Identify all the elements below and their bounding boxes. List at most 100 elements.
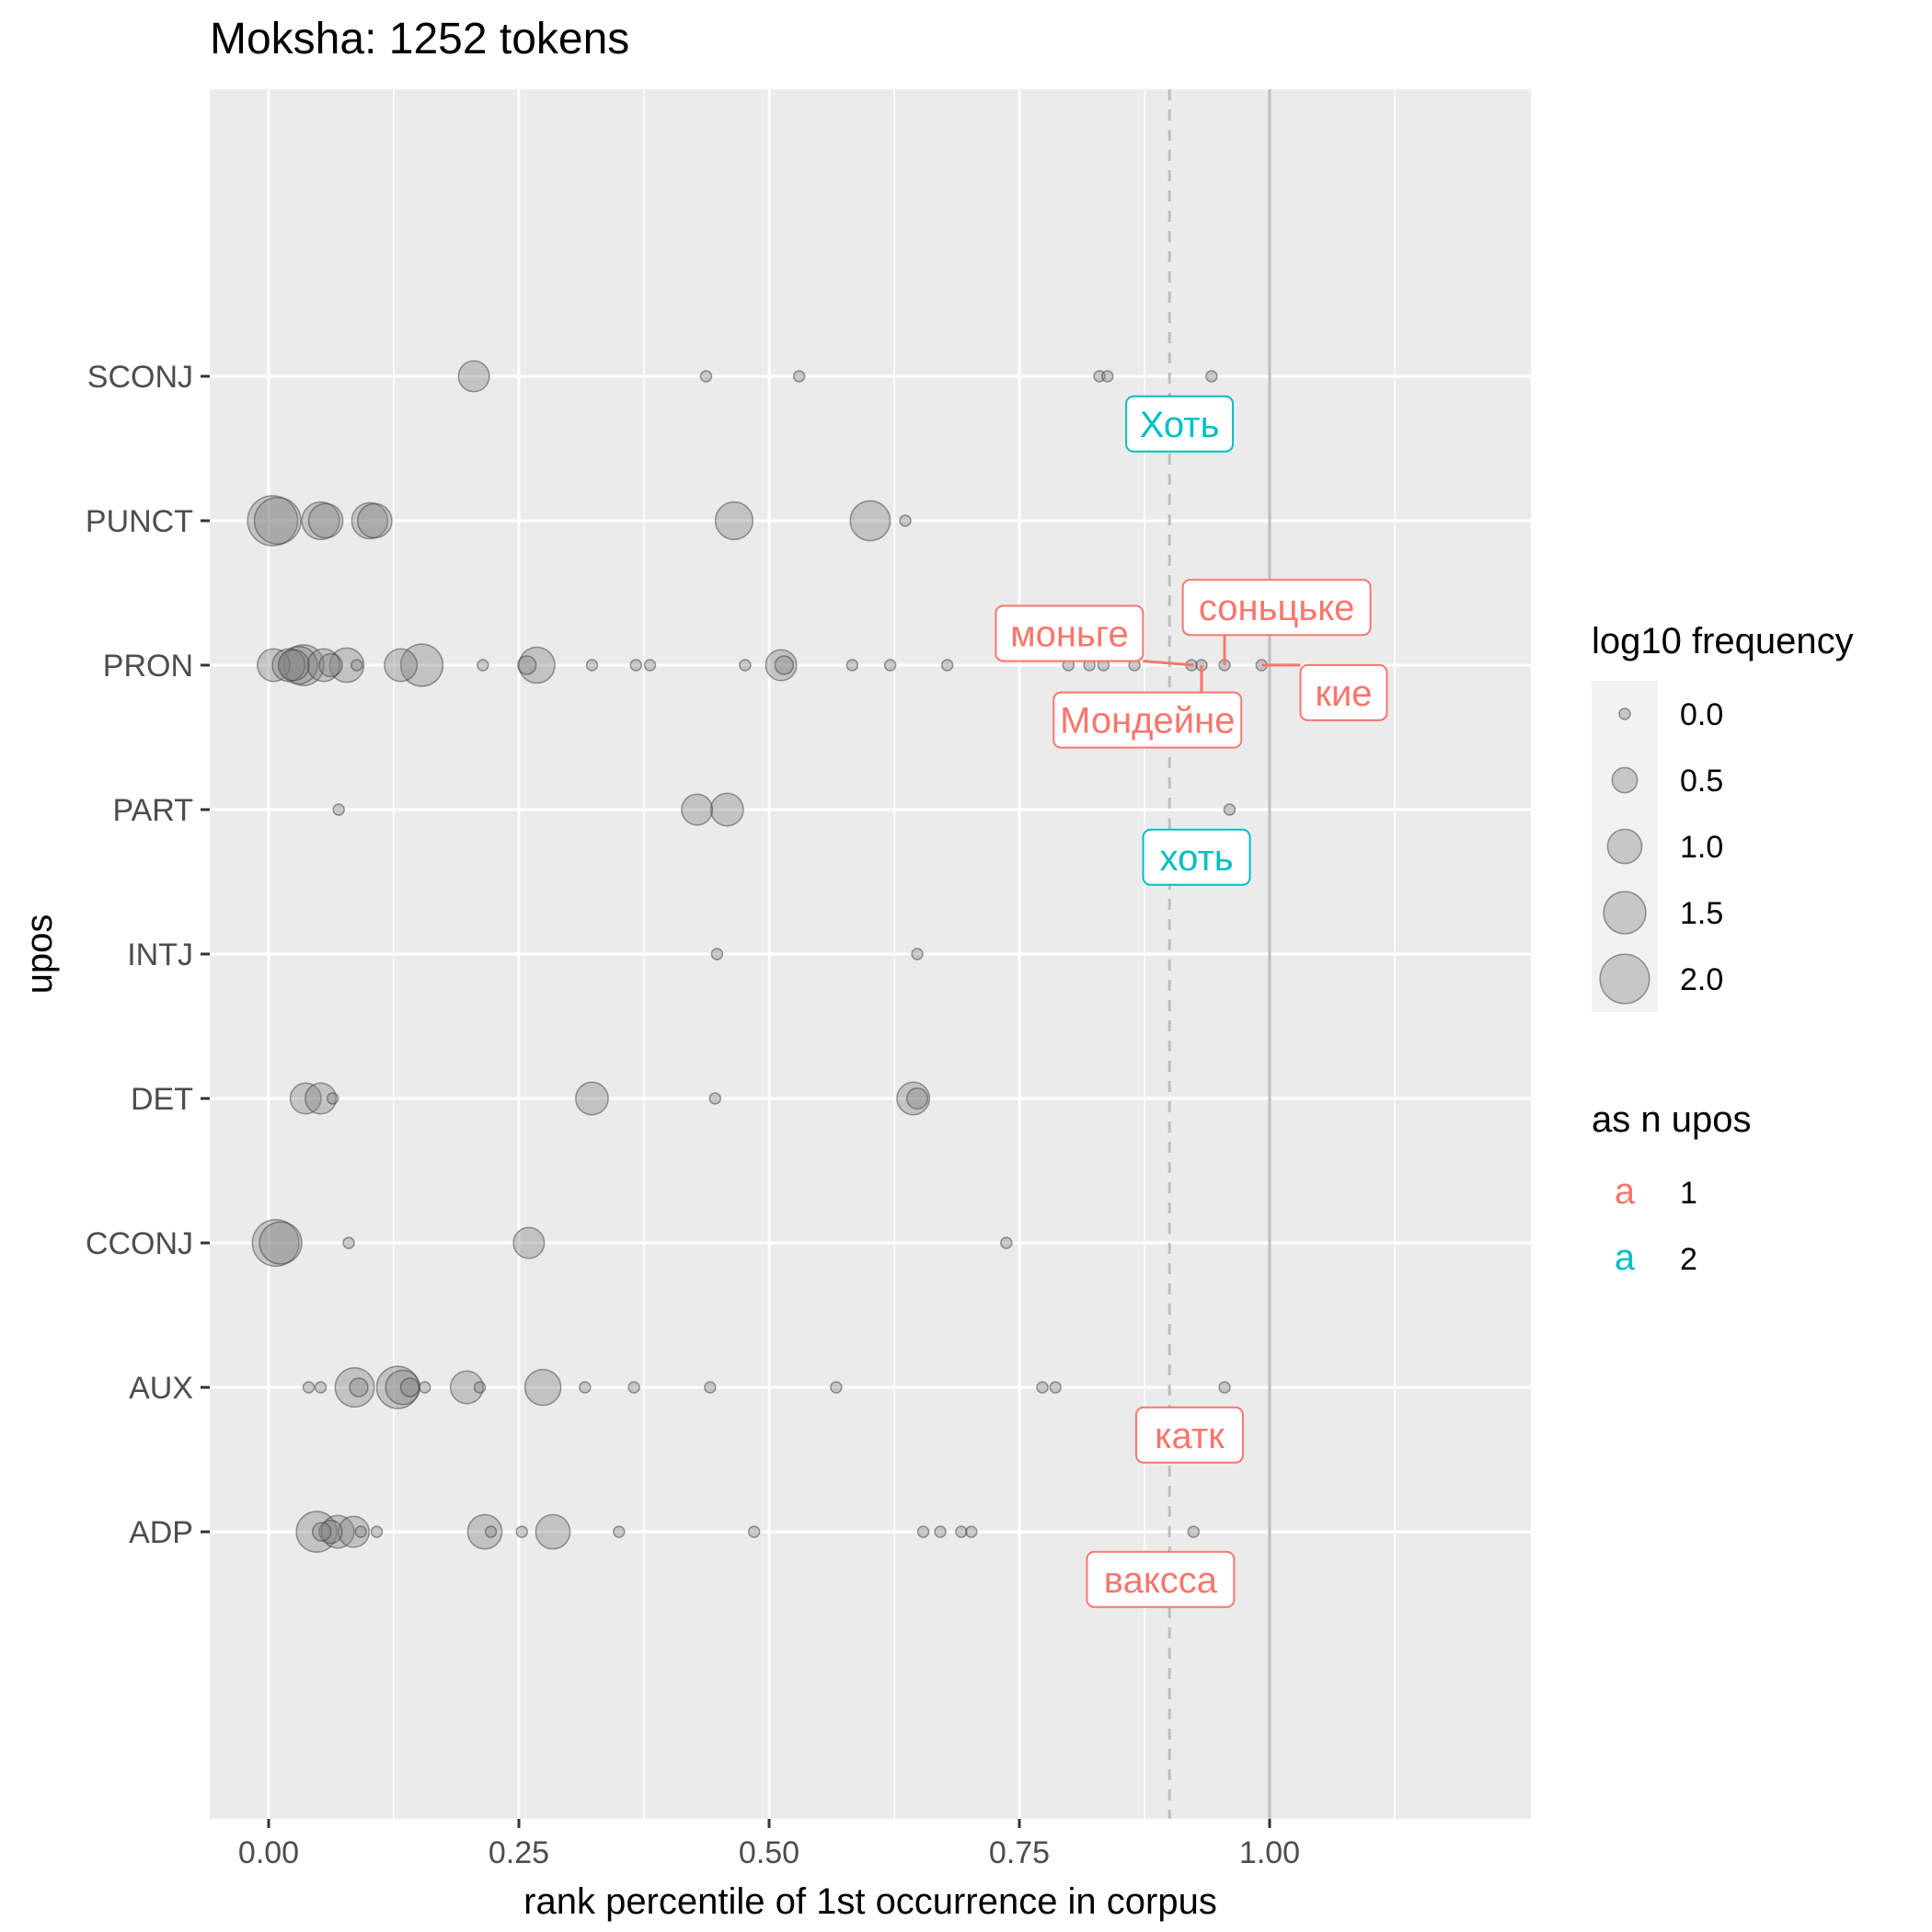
point-aux	[1036, 1381, 1049, 1394]
point-cconj	[1000, 1236, 1013, 1249]
legend-color-glyph: a	[1615, 1171, 1636, 1212]
point-punct	[849, 500, 891, 542]
point-part	[681, 793, 714, 826]
point-aux	[399, 1377, 420, 1397]
point-punct	[356, 502, 393, 539]
point-punct	[714, 500, 754, 541]
label-box	[1086, 1550, 1236, 1608]
legend-color-label: 2	[1680, 1242, 1697, 1277]
label-моньге: моньге	[995, 604, 1194, 667]
x-tick-label: 0.25	[489, 1835, 549, 1870]
data-points	[247, 360, 1269, 1553]
legend-color: as n upos a 1 a 2	[1592, 1099, 1751, 1278]
y-tick-label-intj: INTJ	[127, 937, 193, 972]
point-aux	[1218, 1381, 1231, 1394]
point-pron	[739, 659, 752, 672]
label-соньцьке: соньцьке	[1181, 579, 1372, 665]
label-box	[1181, 579, 1372, 637]
y-tick-label-adp: ADP	[129, 1515, 193, 1550]
legend-size-label: 2.0	[1680, 962, 1723, 997]
point-det	[574, 1081, 609, 1116]
legend-color-glyph: a	[1615, 1237, 1636, 1278]
point-pron	[883, 659, 897, 672]
legend-size-key	[1592, 681, 1658, 747]
point-adp	[955, 1525, 968, 1538]
y-tick-label-aux: AUX	[129, 1371, 193, 1406]
legend-size-key	[1592, 946, 1658, 1012]
label-text: кие	[1315, 673, 1372, 714]
point-punct	[253, 496, 302, 546]
point-adp	[916, 1525, 930, 1538]
point-punct	[247, 495, 299, 546]
label-box	[1142, 828, 1251, 886]
point-pron	[277, 649, 310, 682]
label-connector	[1143, 659, 1194, 667]
point-adp	[337, 1515, 370, 1548]
point-pron	[774, 655, 795, 675]
point-adp	[934, 1525, 947, 1538]
point-det	[326, 1092, 339, 1105]
point-punct	[307, 502, 344, 539]
point-adp	[965, 1525, 978, 1538]
x-tick-label: 0.75	[989, 1835, 1050, 1870]
label-вакссa: вакссa	[1086, 1550, 1236, 1608]
point-aux	[302, 1381, 316, 1394]
legend-size-symbol	[1618, 707, 1631, 720]
label-кие: кие	[1261, 663, 1388, 721]
point-pron	[306, 648, 341, 683]
point-sconj	[1100, 370, 1114, 383]
reference-lines	[1167, 89, 1271, 1819]
legend-size-title: log10 frequency	[1592, 621, 1854, 661]
point-adp	[515, 1525, 529, 1538]
x-axis-title: rank percentile of 1st occurrence in cor…	[523, 1881, 1217, 1922]
label-box	[1052, 691, 1243, 749]
point-pron	[516, 655, 537, 675]
point-pron	[256, 648, 291, 683]
point-pron	[629, 659, 643, 672]
point-det	[305, 1082, 338, 1115]
label-text: моньге	[1010, 614, 1129, 654]
point-det	[905, 1087, 929, 1110]
legend-size-symbol	[1603, 891, 1647, 935]
point-aux	[349, 1377, 369, 1397]
point-cconj	[251, 1218, 300, 1268]
y-tick-label-det: DET	[131, 1082, 193, 1117]
y-tick-label-punct: PUNCT	[86, 504, 193, 539]
legend-size-symbol	[1599, 953, 1650, 1005]
point-det	[708, 1092, 721, 1105]
legend-size-label: 1.0	[1680, 830, 1723, 865]
point-aux	[314, 1381, 328, 1394]
label-text: Мондейне	[1060, 701, 1235, 742]
point-aux	[449, 1370, 484, 1405]
point-adp	[535, 1513, 571, 1550]
label-хоть: хоть	[1142, 828, 1251, 886]
label-text: соньцьке	[1199, 588, 1355, 628]
x-axis: 0.00 0.25 0.50 0.75 1.00	[238, 1819, 1300, 1870]
point-aux	[523, 1368, 562, 1407]
point-aux	[704, 1381, 717, 1394]
point-sconj	[457, 360, 490, 393]
legend-size: log10 frequency 0.0 0.5 1.0 1.5 2.0	[1592, 621, 1854, 1012]
label-text: вакссa	[1104, 1560, 1218, 1601]
point-pron	[384, 648, 419, 683]
point-pron	[399, 643, 444, 687]
point-adp	[354, 1525, 367, 1538]
point-aux	[830, 1381, 843, 1394]
legend-color-label: 1	[1680, 1176, 1697, 1211]
legend-size-label: 0.0	[1680, 697, 1723, 732]
legend-size-key	[1592, 880, 1658, 946]
point-adp	[484, 1525, 498, 1538]
point-adp	[613, 1525, 626, 1538]
label-хоть: Хоть	[1125, 395, 1235, 453]
point-pron	[318, 652, 343, 678]
point-pron	[643, 659, 657, 672]
y-tick-label-part: PART	[112, 793, 193, 828]
point-adp	[295, 1511, 339, 1553]
y-axis-title: upos	[19, 914, 60, 995]
point-adp	[1187, 1525, 1201, 1538]
label-text: Хоть	[1140, 405, 1220, 445]
legend-size-label: 0.5	[1680, 764, 1723, 799]
label-box	[1134, 1406, 1244, 1464]
point-aux	[627, 1381, 640, 1394]
